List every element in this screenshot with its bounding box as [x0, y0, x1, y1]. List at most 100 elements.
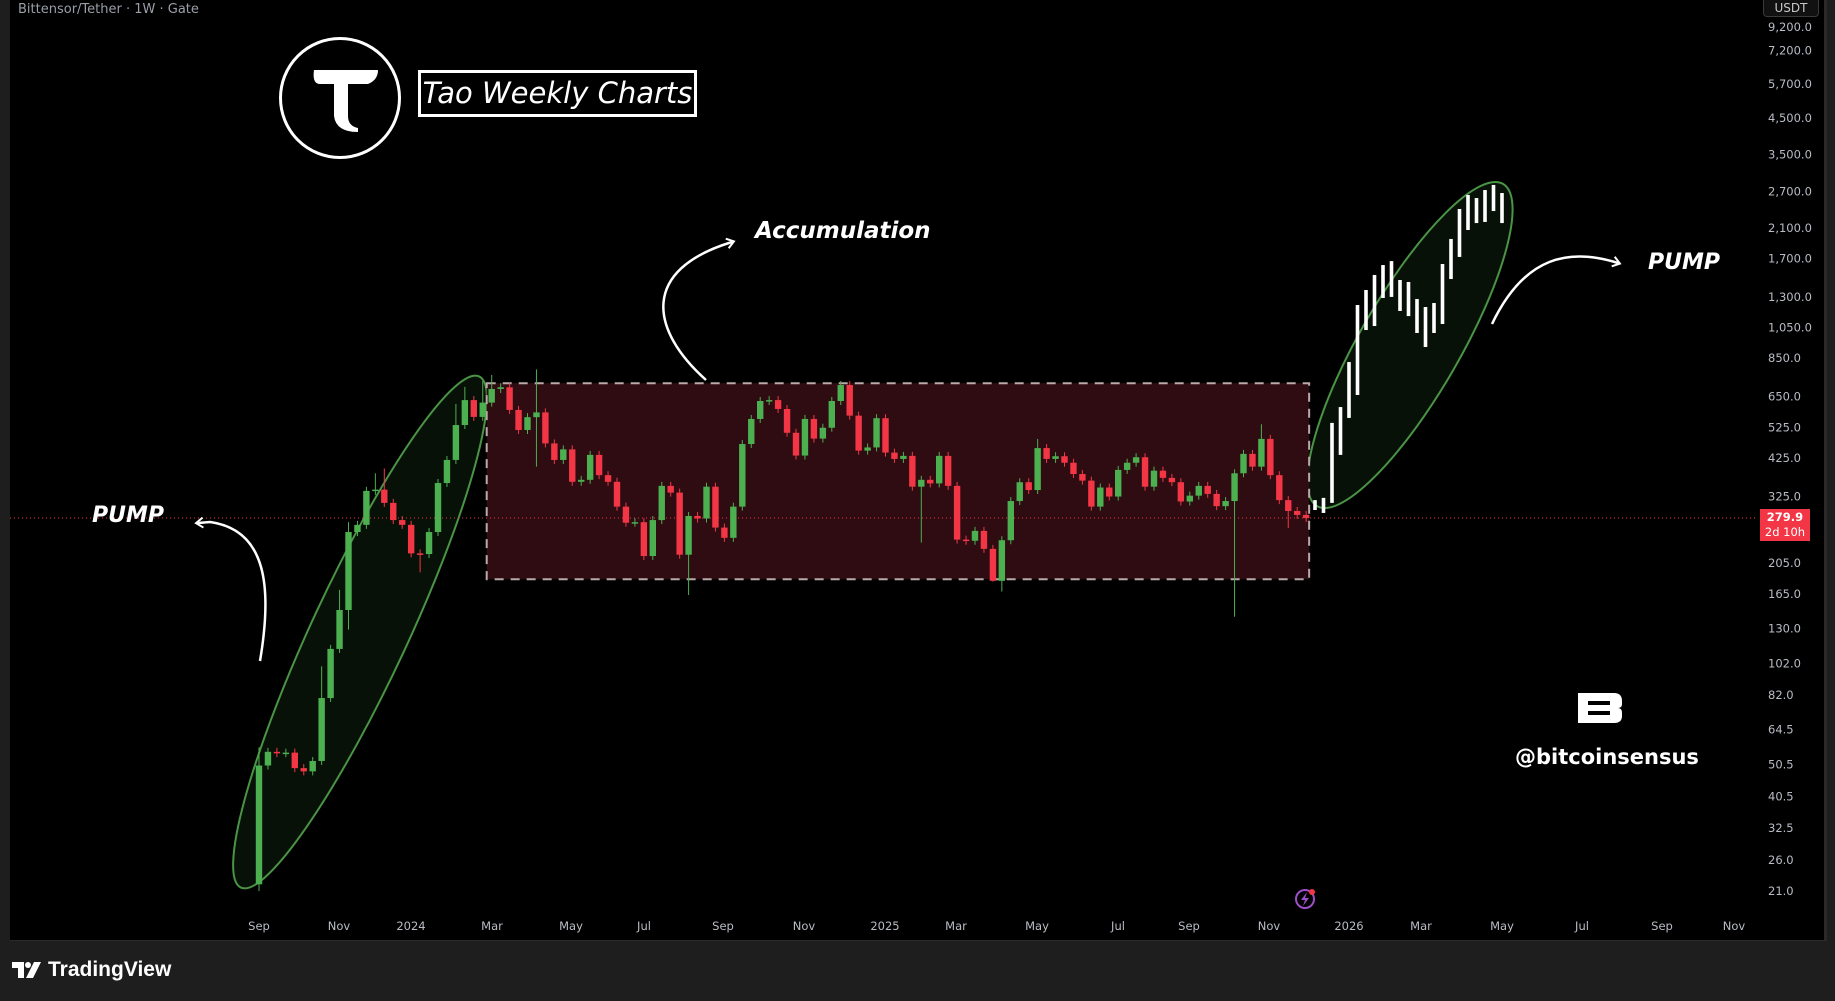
candle-body	[399, 520, 406, 525]
candle	[1061, 452, 1068, 467]
candle-body	[1088, 480, 1095, 507]
candle	[828, 396, 835, 432]
candle	[363, 486, 370, 529]
candle	[416, 549, 424, 573]
projection-bar	[1313, 500, 1317, 510]
y-tick-label: 32.5	[1768, 821, 1794, 835]
currency-button[interactable]: USDT	[1763, 0, 1819, 17]
projection-bar	[1381, 265, 1385, 299]
candle-body	[658, 485, 665, 521]
candle-body	[381, 489, 388, 503]
x-tick-label: Sep	[1651, 919, 1673, 933]
candle	[962, 535, 970, 545]
candle-body	[578, 479, 585, 482]
y-tick-label: 2,700.0	[1768, 185, 1812, 199]
candle	[291, 748, 298, 773]
projection-bar	[1406, 281, 1411, 317]
candle	[1079, 470, 1086, 485]
candle	[1132, 453, 1140, 467]
candle-body	[1159, 470, 1167, 478]
candle	[1123, 458, 1131, 474]
candle-body	[685, 515, 692, 555]
candle-body	[757, 400, 764, 419]
candle-body	[309, 760, 316, 772]
candle	[765, 396, 773, 405]
candle	[399, 516, 406, 529]
accumulation-arrow	[662, 237, 736, 381]
candle-body	[560, 449, 567, 460]
candle	[1115, 465, 1122, 501]
candle-body	[595, 454, 603, 476]
tradingview-brand: TradingView	[48, 958, 172, 981]
candle	[336, 589, 343, 653]
candle-body	[828, 400, 835, 428]
candle	[255, 747, 263, 891]
candle	[354, 520, 361, 537]
candle-body	[452, 425, 460, 460]
tradingview-icon	[12, 962, 41, 978]
candle-body	[900, 455, 907, 459]
candle	[604, 471, 612, 486]
chart-title: Tao Weekly Charts	[418, 70, 697, 117]
x-tick-label: Nov	[328, 919, 351, 933]
candle-body	[318, 698, 325, 761]
candle	[1088, 476, 1095, 511]
x-tick-label: Jul	[1574, 919, 1589, 933]
y-tick-label: 850.0	[1768, 351, 1801, 365]
candle-body	[515, 409, 522, 430]
projection-layer	[1313, 184, 1504, 513]
candle	[640, 518, 648, 561]
candle	[801, 414, 809, 460]
candle	[1150, 466, 1158, 491]
candle	[927, 475, 934, 488]
pump-ellipse-left	[232, 374, 488, 890]
projection-bar	[1432, 303, 1436, 333]
accumulation-label: Accumulation	[755, 218, 931, 244]
candle-body	[1177, 482, 1185, 502]
candle	[873, 414, 880, 452]
candle-body	[255, 765, 263, 885]
candle	[569, 445, 576, 486]
y-tick-label: 1,300.0	[1768, 290, 1812, 304]
projection-bar	[1321, 497, 1326, 513]
candle-body	[676, 492, 683, 555]
y-tick-label: 325.0	[1768, 490, 1801, 504]
candle	[1070, 458, 1077, 479]
candle	[1043, 444, 1050, 463]
candle-body	[989, 548, 997, 581]
x-tick-label: Mar	[481, 919, 503, 933]
x-tick-label: 2024	[396, 919, 425, 933]
pump-right-label: PUMP	[1648, 250, 1721, 275]
x-tick-label: Nov	[1258, 919, 1281, 933]
candle	[694, 511, 701, 523]
candle-body	[282, 752, 290, 755]
candle-body	[801, 418, 809, 456]
candle-body	[980, 530, 988, 549]
candle-body	[944, 455, 952, 486]
candle	[1016, 478, 1023, 506]
x-tick-label: May	[1490, 919, 1514, 933]
candle	[390, 498, 397, 525]
candle	[372, 473, 379, 495]
tradingview-logo[interactable]: TradingView	[12, 958, 171, 982]
y-tick-label: 525.0	[1768, 420, 1801, 434]
candle-body	[837, 385, 844, 401]
candle	[578, 475, 585, 486]
y-tick-label: 50.5	[1768, 758, 1794, 772]
candle-body	[1168, 477, 1176, 483]
candle	[345, 522, 352, 630]
candle-body	[613, 481, 621, 507]
time-axis[interactable]: Sep Nov 2024 Mar May Jul Sep Nov 2025 Mar May Jul Se…	[248, 919, 1745, 933]
candle-body	[390, 502, 397, 521]
lightning-icon[interactable]	[1295, 889, 1315, 909]
price-axis[interactable]: 9,200.0 7,200.0 5,700.0 4,500.0 3,500.0 2,700…	[1768, 20, 1812, 898]
projection-bar	[1389, 261, 1394, 297]
candle-body	[667, 485, 674, 493]
candle-body	[631, 522, 639, 524]
y-tick-label: 3,500.0	[1768, 147, 1812, 161]
y-tick-label: 9,200.0	[1768, 20, 1812, 34]
y-tick-label: 40.5	[1768, 789, 1794, 803]
candle	[1240, 449, 1247, 478]
projection-bar	[1500, 193, 1504, 224]
